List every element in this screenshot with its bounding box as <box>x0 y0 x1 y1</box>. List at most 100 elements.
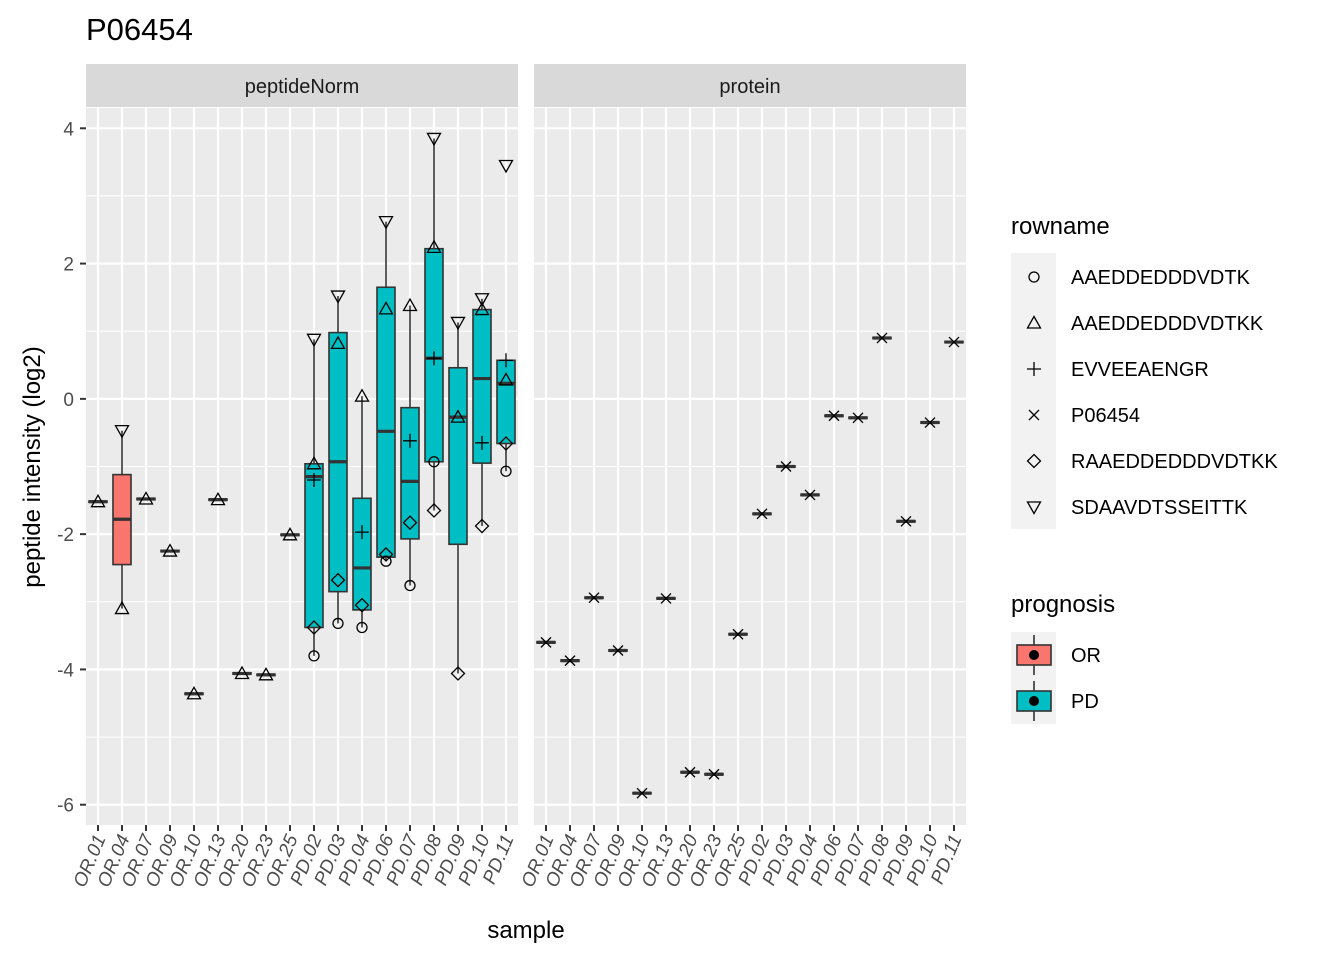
data-point-triangle <box>258 667 274 681</box>
legend-label: P06454 <box>1071 405 1140 427</box>
data-point-triangle <box>162 543 178 557</box>
data-point-down-triangle <box>474 293 490 307</box>
facet-strip <box>534 64 966 107</box>
data-point-circle <box>308 650 320 662</box>
legends: rowname AAEDDEDDDVDTK AAEDDEDDDVDTKK EVVEEA… <box>1011 213 1278 724</box>
legend-key-triangle <box>1026 315 1042 329</box>
data-point-circle <box>380 555 392 567</box>
boxplot-OR.23 <box>256 673 276 677</box>
boxplot-OR.10 <box>184 692 204 696</box>
y-tick-label: -4 <box>57 660 74 681</box>
y-tick-label: 0 <box>63 390 74 411</box>
data-point-triangle <box>330 335 346 350</box>
data-point-x <box>708 768 720 780</box>
data-point-x <box>924 417 936 428</box>
data-point-triangle <box>282 526 298 541</box>
legend-entry: SDAAVDTSSEITTK <box>1026 497 1248 519</box>
x-axis-title: sample <box>487 917 564 944</box>
data-point-triangle <box>354 388 370 402</box>
legend-label: AAEDDEDDDVDTKK <box>1071 313 1264 335</box>
legend-key-dot <box>1029 696 1039 706</box>
data-point-x <box>900 515 912 527</box>
data-point-x <box>612 645 624 656</box>
data-point-down-triangle <box>330 290 346 304</box>
data-point-triangle <box>114 600 130 615</box>
data-point-x <box>828 410 840 422</box>
data-point-diamond <box>474 518 490 534</box>
boxplot-OR.13 <box>208 498 228 502</box>
data-point-x <box>684 766 696 778</box>
data-point-x <box>876 332 888 344</box>
legend-entry: PD <box>1011 678 1099 724</box>
data-point-x <box>780 461 792 472</box>
data-point-plus <box>403 433 417 448</box>
data-point-diamond <box>498 436 514 451</box>
data-point-diamond <box>378 547 394 562</box>
y-axis-title: peptide intensity (log2) <box>19 346 46 587</box>
data-point-x <box>636 787 648 799</box>
y-tick-label: -6 <box>57 796 74 817</box>
legend-key-x <box>1028 409 1040 421</box>
data-point-triangle <box>210 491 226 506</box>
legend-title: rowname <box>1011 213 1110 240</box>
data-point-triangle <box>378 301 394 315</box>
boxplot-OR.09 <box>160 549 180 553</box>
data-point-diamond <box>306 620 322 635</box>
data-point-diamond <box>330 572 346 588</box>
legend-label: OR <box>1071 645 1101 667</box>
boxplot-OR.01 <box>88 500 108 504</box>
facet-strip-label: protein <box>719 76 780 98</box>
legend-entry: AAEDDEDDDVDTKK <box>1026 313 1264 335</box>
data-point-down-triangle <box>114 425 130 439</box>
legend-label: PD <box>1071 691 1099 713</box>
y-tick-label: 2 <box>63 255 74 276</box>
legend-entry: AAEDDEDDDVDTK <box>1028 267 1251 289</box>
legend-key-diamond <box>1026 453 1042 469</box>
legend-label: RAAEDDEDDDVDTKK <box>1071 451 1278 473</box>
facet-panel-peptideNorm: peptideNormOR.01OR.04OR.07OR.09OR.10OR.1… <box>57 64 519 891</box>
data-point-triangle <box>426 239 442 253</box>
data-point-plus <box>307 473 321 488</box>
box-body <box>472 308 492 464</box>
legend-label: AAEDDEDDDVDTK <box>1071 267 1251 289</box>
data-point-circle <box>332 617 344 630</box>
data-point-circle <box>500 465 512 477</box>
data-point-x <box>804 489 816 501</box>
legend-rowname: rowname AAEDDEDDDVDTK AAEDDEDDDVDTKK EVVEEA… <box>1011 213 1278 529</box>
data-point-down-triangle <box>498 159 514 174</box>
data-point-triangle <box>450 409 466 423</box>
legend-prognosis: prognosis OR PD <box>1011 591 1115 724</box>
box-body <box>352 497 372 611</box>
data-point-plus <box>355 525 369 540</box>
box-body <box>304 462 324 629</box>
data-point-x <box>948 336 960 348</box>
data-point-x <box>660 592 672 604</box>
legend-label: EVVEEAENGR <box>1071 359 1209 381</box>
data-point-x <box>564 655 576 667</box>
data-point-circle <box>356 621 368 634</box>
legend-key-down-triangle <box>1026 501 1042 515</box>
legend-title: prognosis <box>1011 591 1115 618</box>
legend-key-background <box>1011 253 1056 529</box>
boxplot-OR.25 <box>280 533 300 537</box>
data-point-plus <box>499 353 513 368</box>
boxplot-OR.20 <box>232 671 252 676</box>
data-point-diamond <box>354 597 370 613</box>
data-point-down-triangle <box>378 215 394 230</box>
data-point-plus <box>475 435 489 450</box>
y-tick-label: -2 <box>57 525 74 546</box>
data-point-circle <box>428 456 440 468</box>
boxplot-PD.02 <box>304 339 324 656</box>
data-point-triangle <box>402 297 418 312</box>
data-point-triangle <box>138 491 154 505</box>
data-point-down-triangle <box>450 316 466 331</box>
data-point-diamond <box>450 666 466 681</box>
data-point-triangle <box>306 455 322 470</box>
boxplot-PD.10 <box>472 298 492 527</box>
data-point-x <box>540 636 552 648</box>
data-point-plus <box>427 351 441 366</box>
legend-label: SDAAVDTSSEITTK <box>1071 497 1248 519</box>
data-point-diamond <box>402 515 418 531</box>
legend-entry: RAAEDDEDDDVDTKK <box>1026 451 1278 473</box>
